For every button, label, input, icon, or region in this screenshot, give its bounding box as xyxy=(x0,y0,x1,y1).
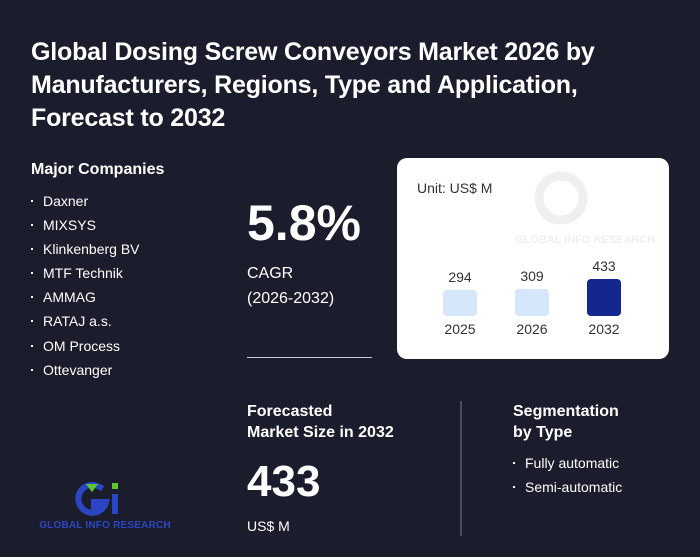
brand-logo: GLOBAL INFO RESEARCH xyxy=(30,478,180,534)
logo-text: GLOBAL INFO RESEARCH xyxy=(39,520,171,531)
segmentation-heading-line2: by Type xyxy=(513,424,573,441)
watermark-logo-icon xyxy=(534,171,588,225)
forecast-unit: US$ M xyxy=(247,518,290,534)
forecast-value: 433 xyxy=(247,457,321,506)
company-item: RATAJ a.s. xyxy=(31,309,140,333)
bar-value-label: 433 xyxy=(592,258,616,274)
market-size-chart: GLOBAL INFO RESEARCH Unit: US$ M 294 2025… xyxy=(397,158,669,359)
company-item: AMMAG xyxy=(31,285,140,309)
segmentation-item: Fully automatic xyxy=(513,451,622,475)
chart-bars: 294 2025 309 2026 433 2032 xyxy=(443,258,621,337)
segmentation-heading: Segmentation by Type xyxy=(513,401,619,443)
cagr-label-text: CAGR xyxy=(247,265,294,282)
x-tick-label: 2025 xyxy=(444,321,475,337)
bar-value-label: 294 xyxy=(448,269,472,285)
x-tick-label: 2032 xyxy=(588,321,619,337)
watermark-text: GLOBAL INFO RESEARCH xyxy=(515,234,655,246)
cagr-label: CAGR (2026-2032) xyxy=(247,261,334,311)
bar-2026 xyxy=(515,288,549,316)
logo-icon xyxy=(75,481,118,516)
bar-value-label: 309 xyxy=(520,268,544,284)
segmentation-heading-line1: Segmentation xyxy=(513,403,619,420)
forecast-heading: Forecasted Market Size in 2032 xyxy=(247,401,394,443)
bar-2032 xyxy=(587,279,621,316)
chart-watermark: GLOBAL INFO RESEARCH xyxy=(515,171,655,246)
bar-2025 xyxy=(443,290,477,316)
chart-unit-label: Unit: US$ M xyxy=(417,180,492,196)
cagr-divider xyxy=(247,357,372,358)
segmentation-item: Semi-automatic xyxy=(513,475,622,499)
section-divider xyxy=(460,401,462,536)
segmentation-list: Fully automatic Semi-automatic xyxy=(513,451,622,499)
company-item: Ottevanger xyxy=(31,358,140,382)
forecast-heading-line2: Market Size in 2032 xyxy=(247,424,394,441)
company-item: Daxner xyxy=(31,189,140,213)
company-item: MTF Technik xyxy=(31,261,140,285)
major-companies-heading: Major Companies xyxy=(31,161,165,178)
company-list: Daxner MIXSYS Klinkenberg BV MTF Technik… xyxy=(31,189,140,382)
chart-svg: GLOBAL INFO RESEARCH Unit: US$ M 294 2025… xyxy=(417,171,655,337)
cagr-value: 5.8% xyxy=(247,195,361,251)
company-item: MIXSYS xyxy=(31,213,140,237)
company-item: Klinkenberg BV xyxy=(31,237,140,261)
company-item: OM Process xyxy=(31,334,140,358)
forecast-heading-line1: Forecasted xyxy=(247,403,333,420)
page-title: Global Dosing Screw Conveyors Market 202… xyxy=(31,38,595,132)
x-tick-label: 2026 xyxy=(516,321,547,337)
cagr-period: (2026-2032) xyxy=(247,290,335,307)
